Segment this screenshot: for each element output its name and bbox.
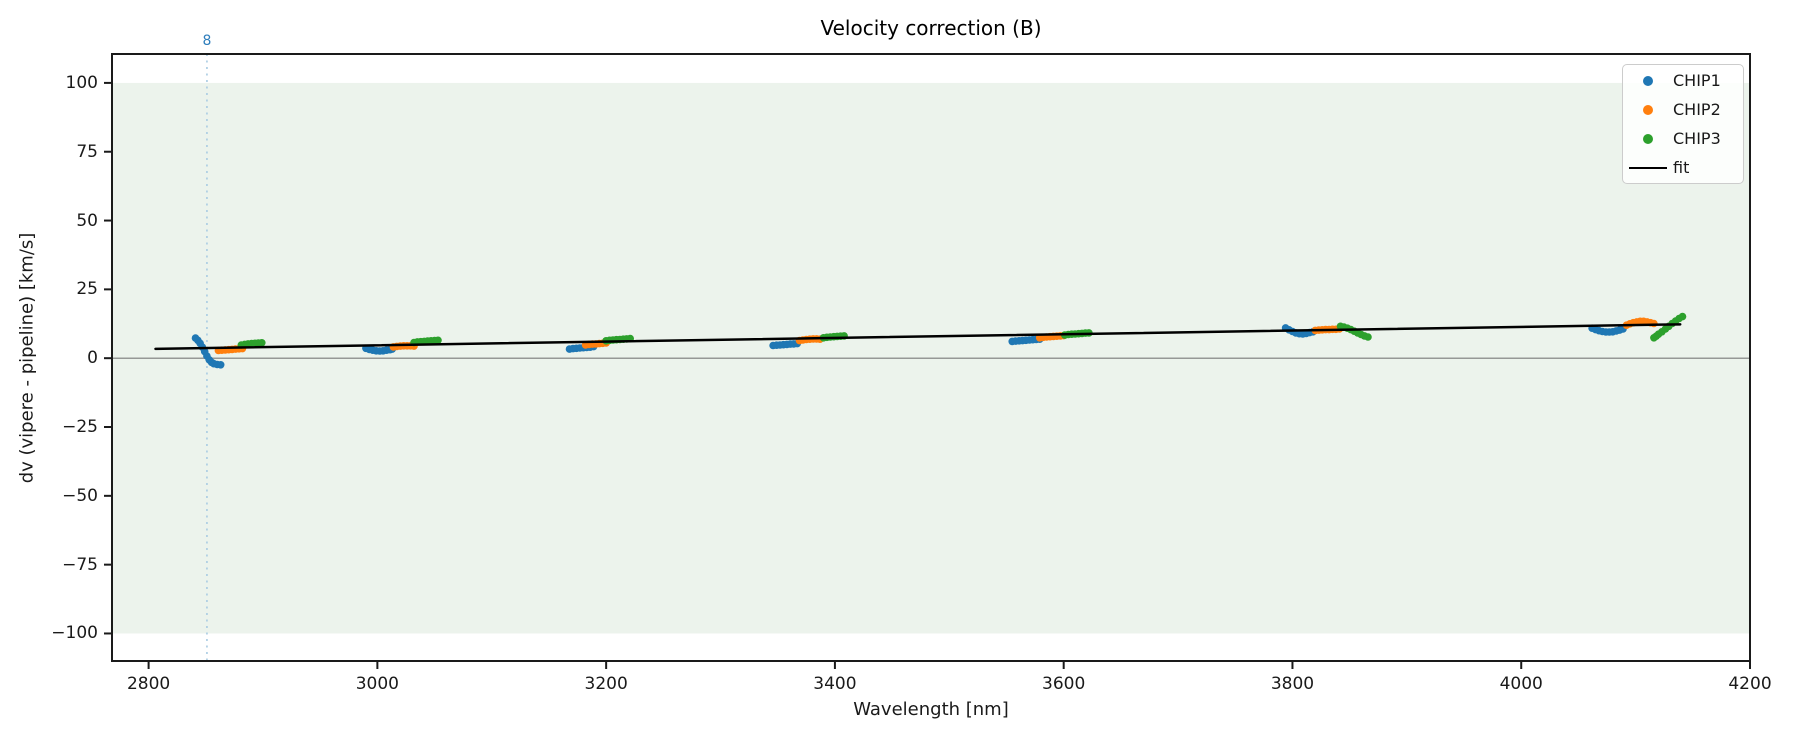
legend-line-icon [1629, 166, 1667, 169]
y-axis-label: dv (vipere - pipeline) [km/s] [16, 232, 38, 484]
x-tick-label: 2800 [126, 674, 171, 694]
legend-label-fit: fit [1673, 158, 1690, 177]
x-tick-label: 3600 [1042, 674, 1086, 694]
y-tick-label: −100 [51, 623, 98, 644]
legend-label-chip1: CHIP1 [1673, 71, 1721, 90]
x-tick-label: 4200 [1728, 674, 1772, 694]
y-tick-label: −50 [62, 485, 98, 506]
legend-row-fit: fit [1623, 153, 1743, 182]
legend-dot-icon [1629, 104, 1667, 115]
y-tick-label: −25 [62, 417, 98, 437]
legend-row-chip2: CHIP2 [1623, 95, 1743, 124]
x-tick-label: 4000 [1499, 674, 1543, 694]
y-tick-label: 0 [87, 348, 98, 369]
x-tick-label: 3800 [1270, 674, 1315, 694]
y-tick-label: 100 [65, 72, 98, 93]
vline-annotation: 8 [202, 33, 212, 49]
chart-title: Velocity correction (B) [820, 16, 1042, 40]
y-tick-label: 50 [76, 210, 98, 231]
x-tick-label: 3000 [355, 674, 399, 694]
y-tick-label: 75 [76, 141, 98, 162]
legend-label-chip3: CHIP3 [1673, 129, 1721, 148]
x-tick-label: 3400 [813, 674, 857, 694]
fit-line [154, 323, 1682, 351]
legend-row-chip3: CHIP3 [1623, 124, 1743, 153]
x-axis-label: Wavelength [nm] [853, 699, 1009, 720]
y-tick-label: −75 [62, 554, 98, 575]
x-tick-label: 3200 [584, 674, 628, 694]
legend: CHIP1 CHIP2 CHIP3 fit [1622, 64, 1744, 184]
legend-row-chip1: CHIP1 [1623, 66, 1743, 95]
legend-dot-icon [1629, 133, 1667, 144]
legend-dot-icon [1629, 75, 1667, 86]
legend-label-chip2: CHIP2 [1673, 100, 1721, 119]
y-tick-label: 25 [76, 279, 98, 300]
